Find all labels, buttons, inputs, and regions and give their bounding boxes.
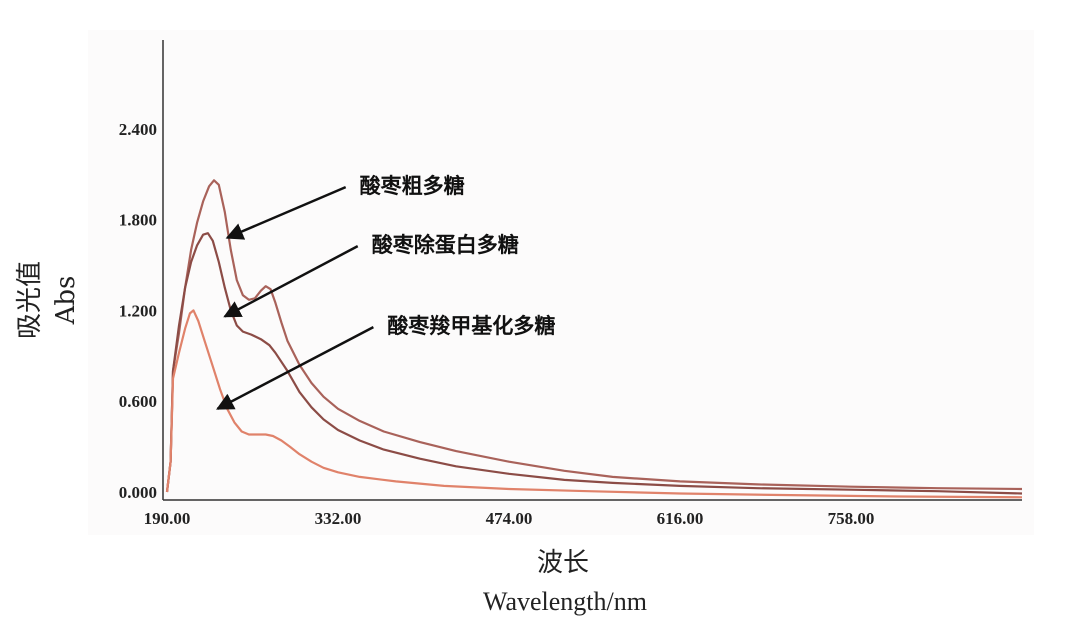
y-tick-label: 1.200 — [119, 301, 157, 320]
y-tick-label: 1.800 — [119, 211, 157, 230]
plot-background — [88, 30, 1034, 535]
series-annotation-label: 酸枣除蛋白多糖 — [372, 233, 519, 257]
y-tick-label: 0.000 — [119, 483, 157, 502]
x-tick-label: 332.00 — [315, 509, 362, 528]
x-tick-label: 758.00 — [828, 509, 875, 528]
y-tick-label: 0.600 — [119, 392, 157, 411]
series-annotation-label: 酸枣粗多糖 — [360, 174, 465, 198]
series-line-2 — [165, 232, 1023, 495]
annotation-arrow — [216, 325, 374, 410]
x-tick-label: 616.00 — [657, 509, 704, 528]
series-annotation-label: 酸枣羧甲基化多糖 — [387, 314, 555, 338]
x-tick-labels: 190.00 332.00 474.00 616.00 758.00 — [144, 509, 875, 528]
series-lines — [165, 179, 1023, 499]
series-line-3 — [165, 309, 1023, 499]
y-tick-labels: 0.000 0.600 1.200 1.800 2.400 — [119, 120, 157, 502]
x-axis-label-en: Wavelength/nm — [483, 587, 647, 616]
y-tick-label: 2.400 — [119, 120, 157, 139]
annotation-arrow — [223, 245, 359, 318]
x-tick-label: 474.00 — [486, 509, 533, 528]
y-axis-label-en: Abs — [51, 276, 81, 326]
annotation-arrow — [225, 185, 347, 240]
series-line-1 — [165, 179, 1023, 493]
x-tick-label: 190.00 — [144, 509, 191, 528]
y-axis-label-cn: 吸光值 — [15, 261, 45, 339]
x-axis-label-cn: 波长 — [537, 548, 589, 578]
